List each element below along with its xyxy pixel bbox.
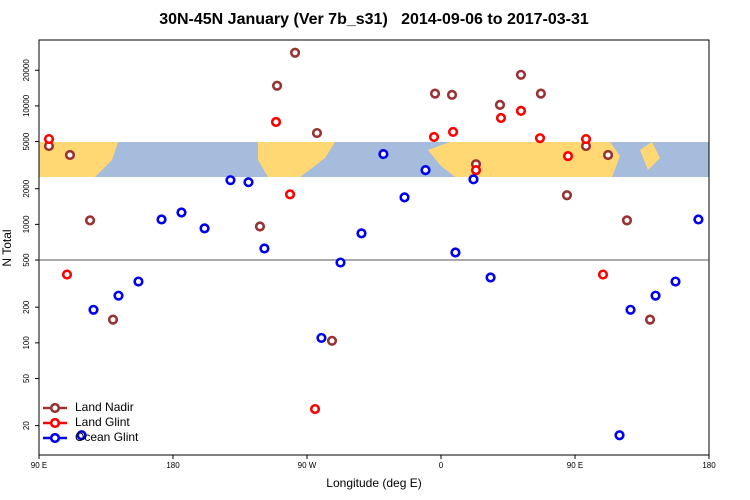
point xyxy=(133,276,144,287)
point xyxy=(326,335,338,346)
point xyxy=(88,304,99,315)
point xyxy=(485,272,496,283)
point xyxy=(107,314,119,325)
point xyxy=(199,223,210,234)
point xyxy=(335,257,346,268)
y-tick-label: 5000 xyxy=(22,132,31,150)
plot-frame xyxy=(38,39,710,456)
legend-label: Ocean Glint xyxy=(75,430,139,444)
point xyxy=(399,192,410,203)
point xyxy=(316,332,327,344)
point xyxy=(270,116,282,128)
y-tick-label: 200 xyxy=(22,300,31,314)
point xyxy=(534,133,546,144)
point xyxy=(621,215,633,226)
point xyxy=(113,290,124,301)
map-band xyxy=(39,142,709,177)
point xyxy=(284,189,296,200)
point xyxy=(515,105,527,116)
legend-label: Land Glint xyxy=(75,415,130,429)
point xyxy=(602,149,614,161)
point xyxy=(43,133,55,145)
point xyxy=(259,243,270,254)
point xyxy=(176,207,187,218)
point xyxy=(378,148,389,160)
legend-label: Land Nadir xyxy=(75,400,134,414)
y-tick-label: 500 xyxy=(22,253,31,267)
point xyxy=(644,314,656,325)
x-tick-label: 180 xyxy=(166,461,180,470)
point xyxy=(670,276,681,287)
point xyxy=(356,228,367,239)
x-tick-label: 0 xyxy=(439,461,444,470)
legend-marker xyxy=(49,432,61,444)
point xyxy=(597,269,609,280)
point xyxy=(84,215,96,226)
point xyxy=(429,88,441,99)
point xyxy=(64,149,76,161)
point xyxy=(561,190,573,201)
x-axis-title: Longitude (deg E) xyxy=(326,476,421,490)
y-tick-label: 100 xyxy=(22,336,31,350)
point xyxy=(254,221,266,232)
point xyxy=(468,174,479,185)
y-tick-label: 50 xyxy=(22,373,31,382)
point xyxy=(447,126,459,138)
legend-marker xyxy=(49,402,61,414)
x-tick-label: 90 E xyxy=(567,461,583,470)
point xyxy=(450,247,461,258)
point xyxy=(580,133,592,145)
point xyxy=(76,430,87,441)
point xyxy=(243,177,254,188)
point xyxy=(289,47,301,58)
point xyxy=(650,290,661,301)
point xyxy=(271,80,283,91)
point xyxy=(535,88,547,99)
y-tick-label: 10000 xyxy=(22,94,31,117)
point xyxy=(311,127,323,139)
point xyxy=(309,403,321,415)
point xyxy=(495,112,507,124)
point xyxy=(428,131,440,143)
point xyxy=(693,214,704,225)
point xyxy=(562,150,574,162)
chart-title: 30N-45N January (Ver 7b_s31) 2014-09-06 … xyxy=(159,11,589,28)
point xyxy=(515,69,527,80)
y-tick-label: 1000 xyxy=(22,215,31,233)
point xyxy=(446,89,458,100)
y-tick-label: 20000 xyxy=(22,59,31,82)
y-axis-title: N Total xyxy=(0,229,14,266)
point xyxy=(470,165,482,176)
y-tick-label: 2000 xyxy=(22,179,31,197)
point xyxy=(61,269,73,280)
point xyxy=(494,99,506,110)
point xyxy=(625,304,636,315)
x-tick-label: 90 E xyxy=(31,461,47,470)
x-tick-label: 90 W xyxy=(298,461,317,470)
point xyxy=(156,214,167,225)
legend-marker xyxy=(49,417,61,429)
point xyxy=(225,175,236,186)
y-tick-label: 20 xyxy=(22,421,31,430)
point xyxy=(614,430,625,441)
x-tick-label: 180 xyxy=(702,461,716,470)
point xyxy=(420,165,431,176)
